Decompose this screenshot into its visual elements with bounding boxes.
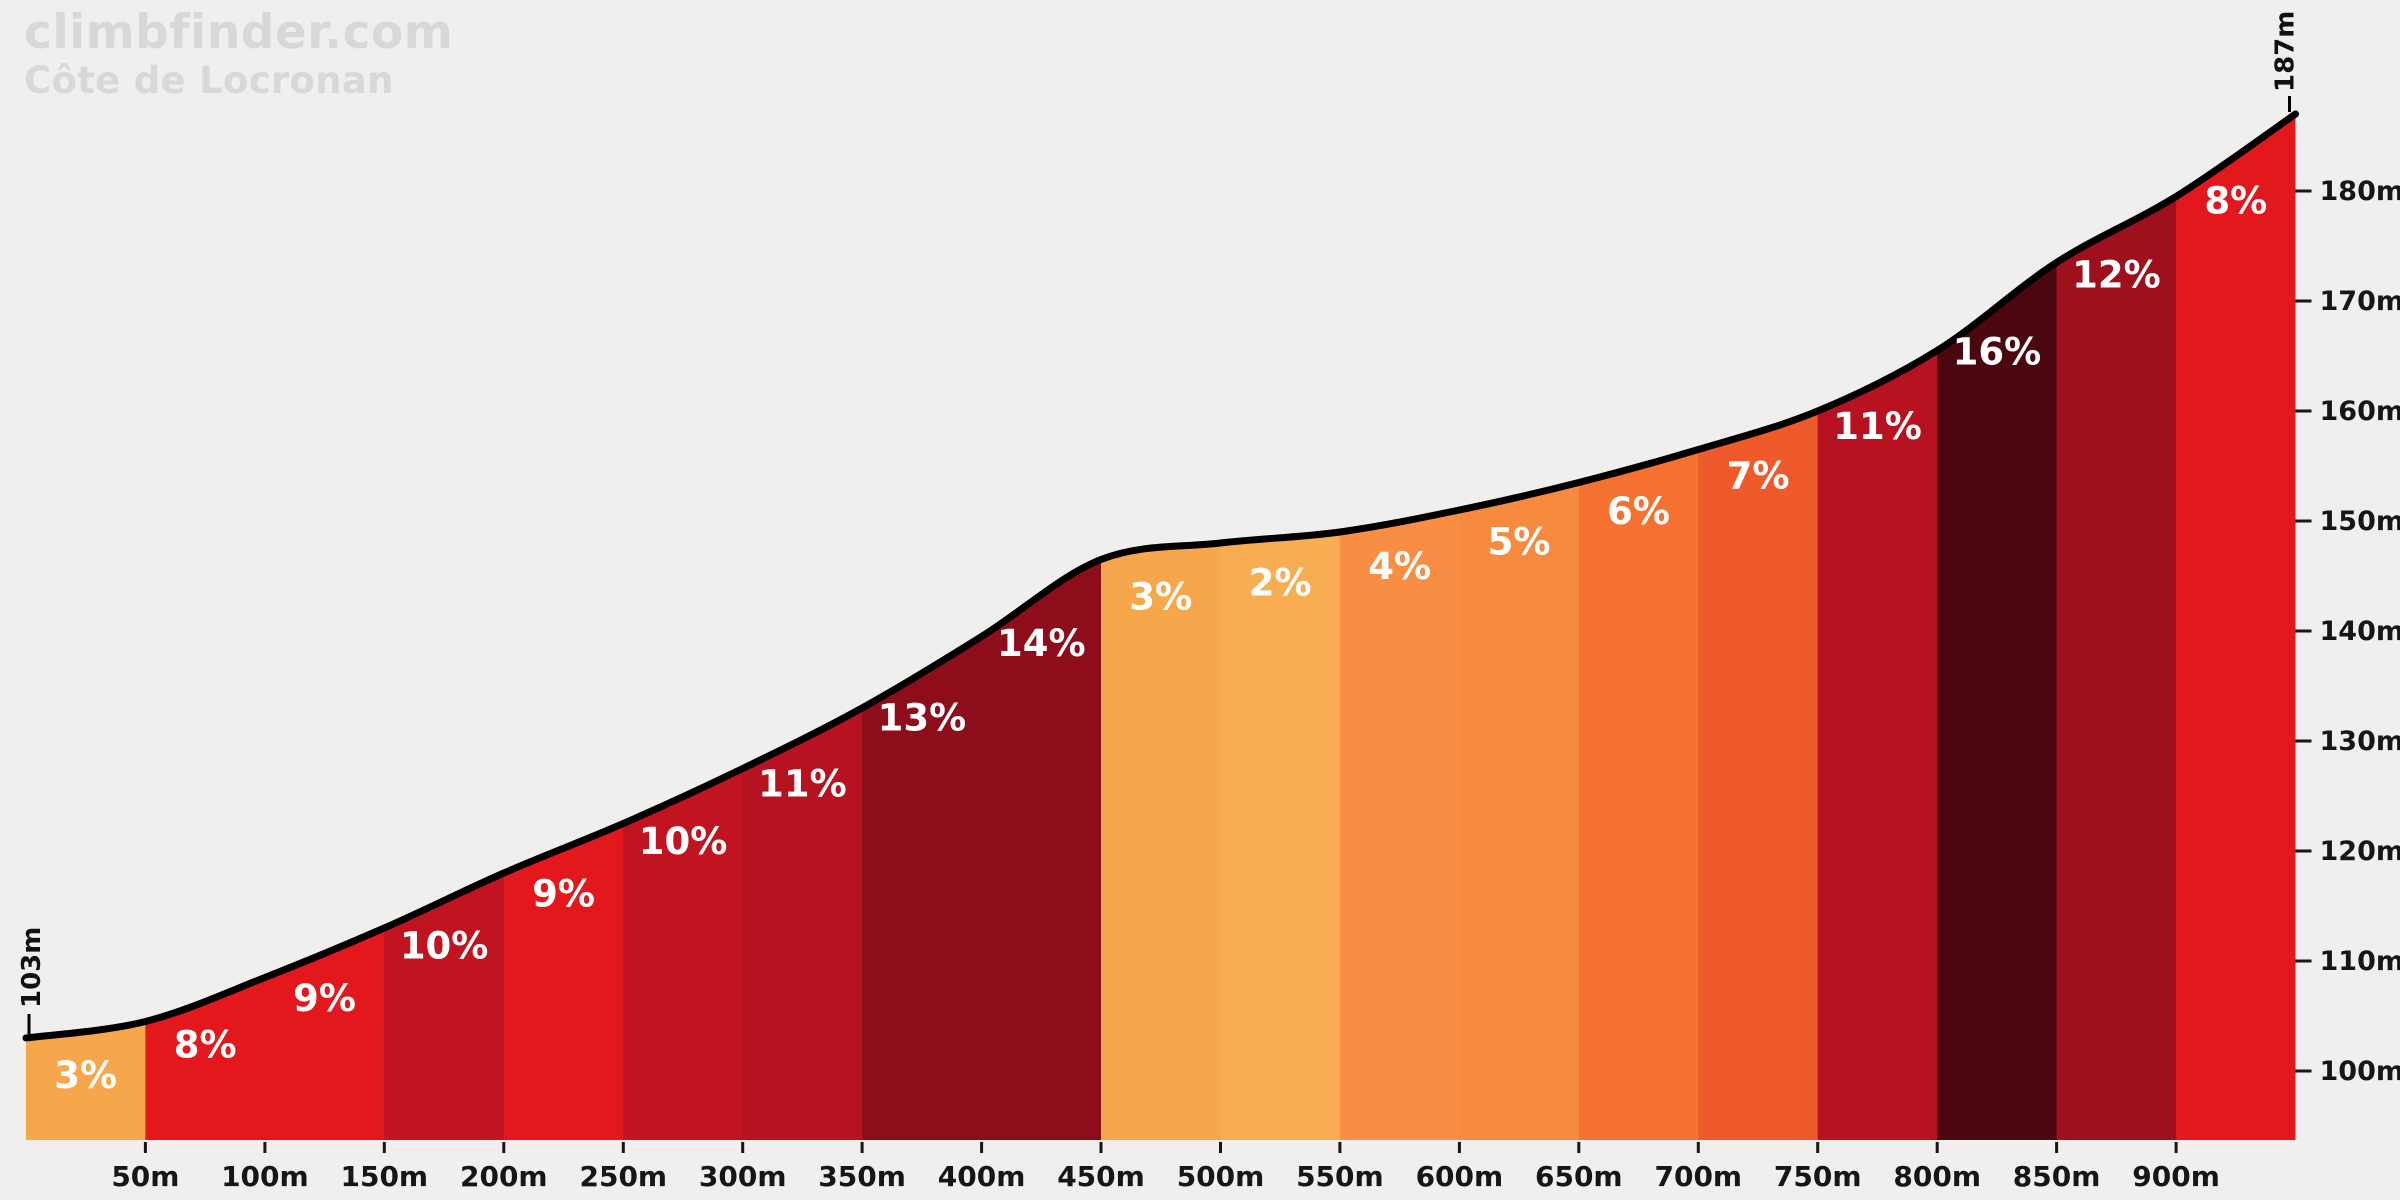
y-axis-label: 150m xyxy=(2320,506,2400,537)
gradient-segment-area xyxy=(742,707,863,1140)
climbfinder-logo: climbfinder.com xyxy=(24,5,454,60)
y-axis-label: 110m xyxy=(2320,946,2400,977)
gradient-label: 12% xyxy=(2072,254,2161,297)
gradient-segment-area xyxy=(384,872,505,1140)
y-axis-label: 140m xyxy=(2320,616,2400,647)
x-axis-label: 200m xyxy=(460,1160,548,1193)
gradient-label: 5% xyxy=(1488,520,1551,563)
gradient-segment-area xyxy=(1101,542,1222,1140)
gradient-label: 10% xyxy=(639,820,728,863)
x-axis-label: 400m xyxy=(938,1160,1026,1193)
gradient-label: 7% xyxy=(1727,454,1790,497)
summit-elevation-label: 187m xyxy=(2271,11,2301,92)
y-axis-label: 170m xyxy=(2320,286,2400,317)
gradient-segment-area xyxy=(1220,531,1341,1140)
gradient-segment-area xyxy=(623,768,744,1140)
gradient-segment-area xyxy=(26,1021,146,1140)
x-axis-label: 250m xyxy=(579,1160,667,1193)
gradient-label: 6% xyxy=(1607,490,1670,533)
gradient-segment-area xyxy=(2176,114,2296,1140)
gradient-segment-area xyxy=(862,636,983,1140)
x-axis-label: 650m xyxy=(1535,1160,1623,1193)
y-axis-label: 160m xyxy=(2320,396,2400,427)
gradient-segment-area xyxy=(503,823,624,1140)
gradient-segment-area xyxy=(1817,350,1938,1140)
gradient-label: 10% xyxy=(400,925,489,968)
x-axis-label: 800m xyxy=(1893,1160,1981,1193)
x-axis-label: 850m xyxy=(2013,1160,2101,1193)
gradient-label: 16% xyxy=(1953,331,2042,374)
x-axis-label: 100m xyxy=(221,1160,309,1193)
x-axis-label: 300m xyxy=(699,1160,787,1193)
x-axis-label: 350m xyxy=(818,1160,906,1193)
gradient-segment-area xyxy=(981,559,1102,1140)
gradient-segment-area xyxy=(145,977,266,1140)
x-axis-label: 900m xyxy=(2132,1160,2220,1193)
x-axis-label: 700m xyxy=(1654,1160,1742,1193)
y-axis-label: 130m xyxy=(2320,726,2400,757)
gradient-label: 3% xyxy=(1129,575,1192,618)
gradient-label: 9% xyxy=(532,872,595,915)
y-axis-label: 180m xyxy=(2320,176,2400,207)
gradient-label: 11% xyxy=(758,762,847,805)
x-axis-label: 600m xyxy=(1416,1160,1504,1193)
x-axis-label: 750m xyxy=(1774,1160,1862,1193)
gradient-label: 2% xyxy=(1249,562,1312,605)
start-elevation-label: 103m xyxy=(17,927,47,1008)
x-axis-label: 550m xyxy=(1296,1160,1384,1193)
gradient-segment-area xyxy=(264,927,385,1140)
gradient-segment-area xyxy=(1698,410,1819,1140)
gradient-segment-area xyxy=(1459,482,1580,1140)
gradient-label: 14% xyxy=(997,622,1086,665)
gradient-segment-area xyxy=(1339,509,1461,1140)
gradient-label: 8% xyxy=(174,1024,237,1067)
gradient-label: 9% xyxy=(293,977,356,1020)
gradient-label: 4% xyxy=(1368,545,1431,588)
x-axis-label: 150m xyxy=(340,1160,428,1193)
y-axis-label: 120m xyxy=(2320,836,2400,867)
x-axis-label: 50m xyxy=(111,1160,179,1193)
gradient-label: 13% xyxy=(878,696,967,739)
gradient-label: 3% xyxy=(54,1054,117,1097)
gradient-label: 8% xyxy=(2204,179,2267,222)
climb-title: Côte de Locronan xyxy=(24,59,394,103)
gradient-label: 11% xyxy=(1833,405,1922,448)
gradient-segment-area xyxy=(2056,196,2177,1140)
y-axis-label: 100m xyxy=(2320,1056,2400,1087)
x-axis-label: 500m xyxy=(1177,1160,1265,1193)
profile-line xyxy=(22,110,2299,1042)
x-axis-label: 450m xyxy=(1057,1160,1145,1193)
brand-header: climbfinder.com Côte de Locronan xyxy=(24,5,454,103)
gradient-segment-area xyxy=(1578,449,1699,1140)
gradient-segment-area xyxy=(1937,262,2058,1140)
